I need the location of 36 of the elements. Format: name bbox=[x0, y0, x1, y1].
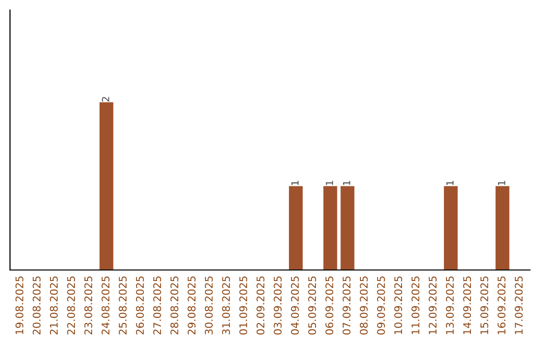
x-tick-label: 04.09.2025 bbox=[290, 276, 299, 335]
x-tick-label: 08.09.2025 bbox=[360, 276, 368, 335]
x-tick-label: 12.09.2025 bbox=[428, 276, 437, 334]
x-tick-label: 13.09.2025 bbox=[446, 276, 454, 334]
x-tick-label: 05.09.2025 bbox=[308, 276, 316, 335]
x-tick-label: 03.09.2025 bbox=[274, 276, 282, 335]
x-tick-label: 31.08.2025 bbox=[222, 276, 230, 334]
x-tick-label: 17.09.2025 bbox=[514, 276, 523, 334]
x-tick-label: 28.08.2025 bbox=[170, 276, 178, 334]
x-tick-label: 22.08.2025 bbox=[67, 276, 76, 334]
x-tick-label: 30.08.2025 bbox=[204, 276, 213, 334]
x-tick-label: 27.08.2025 bbox=[153, 276, 162, 334]
x-tick-label: 20.08.2025 bbox=[32, 276, 41, 334]
x-tick-label: 26.08.2025 bbox=[136, 276, 144, 334]
data-label: 1 bbox=[343, 180, 350, 186]
x-tick-label: 24.08.2025 bbox=[102, 276, 110, 334]
x-tick-label: 10.09.2025 bbox=[394, 276, 402, 334]
x-tick-label: 29.08.2025 bbox=[188, 276, 196, 334]
x-tick-label: 16.09.2025 bbox=[498, 276, 506, 334]
x-tick-label: 02.09.2025 bbox=[256, 276, 264, 335]
x-tick-label: 14.09.2025 bbox=[463, 276, 472, 334]
data-label: 2 bbox=[102, 97, 110, 102]
x-tick-label: 25.08.2025 bbox=[118, 276, 127, 334]
data-label: 1 bbox=[291, 180, 299, 186]
x-tick-label: 21.08.2025 bbox=[50, 276, 58, 334]
x-tick-label: 06.09.2025 bbox=[325, 276, 334, 335]
x-tick-label: 11.09.2025 bbox=[412, 276, 420, 334]
x-tick-label: 15.09.2025 bbox=[480, 276, 488, 334]
x-tick-label: 19.08.2025 bbox=[15, 276, 24, 334]
x-tick-label: 23.08.2025 bbox=[84, 276, 92, 334]
data-label: 1 bbox=[498, 180, 506, 186]
data-label: 1 bbox=[446, 180, 454, 186]
x-tick-label: 09.09.2025 bbox=[377, 276, 385, 335]
x-tick-label: 07.09.2025 bbox=[342, 276, 351, 335]
data-label: 1 bbox=[326, 180, 333, 186]
x-tick-label: 01.09.2025 bbox=[239, 276, 248, 335]
